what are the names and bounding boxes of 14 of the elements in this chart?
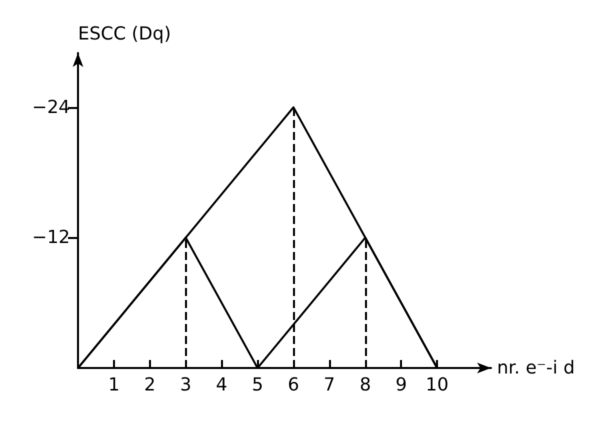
x-tick-label: 6 xyxy=(288,374,300,396)
x-tick-label: 3 xyxy=(180,374,192,396)
x-tick-label: 2 xyxy=(144,374,156,396)
x-tick-label: 1 xyxy=(108,374,120,396)
x-tick-label: 9 xyxy=(395,374,407,396)
x-tick-label: 4 xyxy=(216,374,228,396)
y-axis-title: ESCC (Dq) xyxy=(78,24,171,44)
x-tick-label: 8 xyxy=(360,374,372,396)
x-tick-label: 5 xyxy=(252,374,264,396)
x-axis-title: nr. e⁻-i d xyxy=(497,358,575,378)
y-tick-label: −12 xyxy=(32,227,70,248)
x-tick-label: 7 xyxy=(324,374,336,396)
x-tick-label: 10 xyxy=(426,374,449,396)
y-tick-label: −24 xyxy=(32,96,70,118)
